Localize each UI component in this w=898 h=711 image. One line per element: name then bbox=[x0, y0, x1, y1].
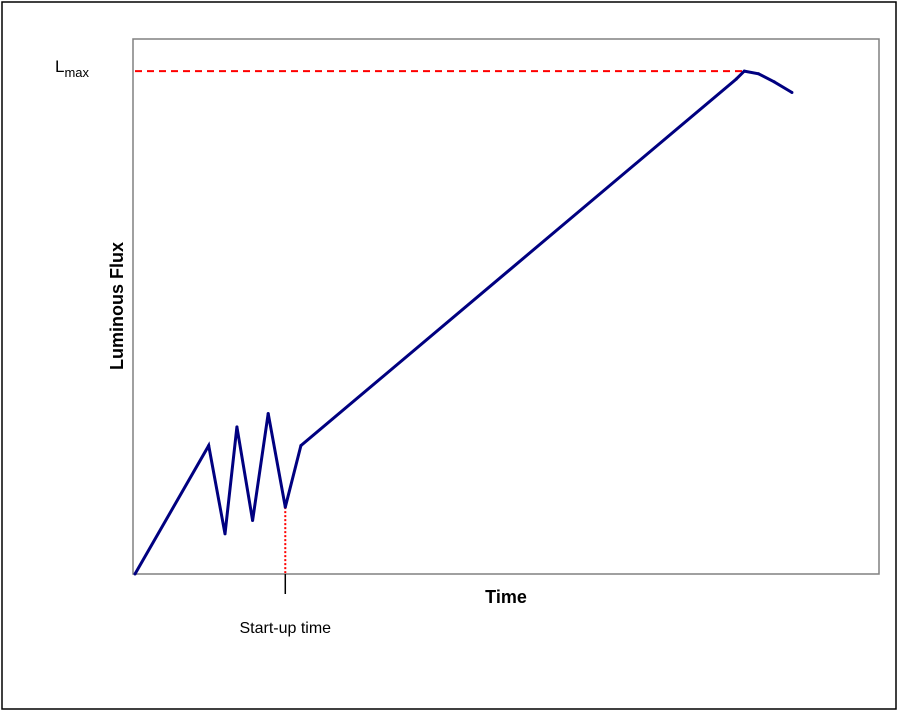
x-axis-title: Time bbox=[485, 587, 527, 607]
data-point-11 bbox=[772, 80, 776, 84]
startup-time-label: Start-up time bbox=[239, 620, 331, 637]
data-point-5 bbox=[266, 412, 270, 415]
plot-area bbox=[132, 38, 880, 575]
data-point-7 bbox=[299, 444, 303, 448]
data-point-1 bbox=[207, 444, 211, 448]
data-point-9 bbox=[742, 69, 746, 73]
lmax-label: Lmax bbox=[55, 57, 90, 80]
data-point-0 bbox=[133, 572, 137, 576]
data-points bbox=[133, 69, 794, 576]
data-point-3 bbox=[235, 425, 239, 429]
data-point-10 bbox=[756, 72, 760, 76]
data-point-6 bbox=[283, 505, 287, 509]
data-point-4 bbox=[251, 519, 255, 522]
data-point-8 bbox=[734, 77, 738, 81]
y-axis-title: Luminous Flux bbox=[107, 242, 127, 370]
data-point-12 bbox=[790, 91, 794, 94]
data-point-2 bbox=[223, 532, 227, 536]
